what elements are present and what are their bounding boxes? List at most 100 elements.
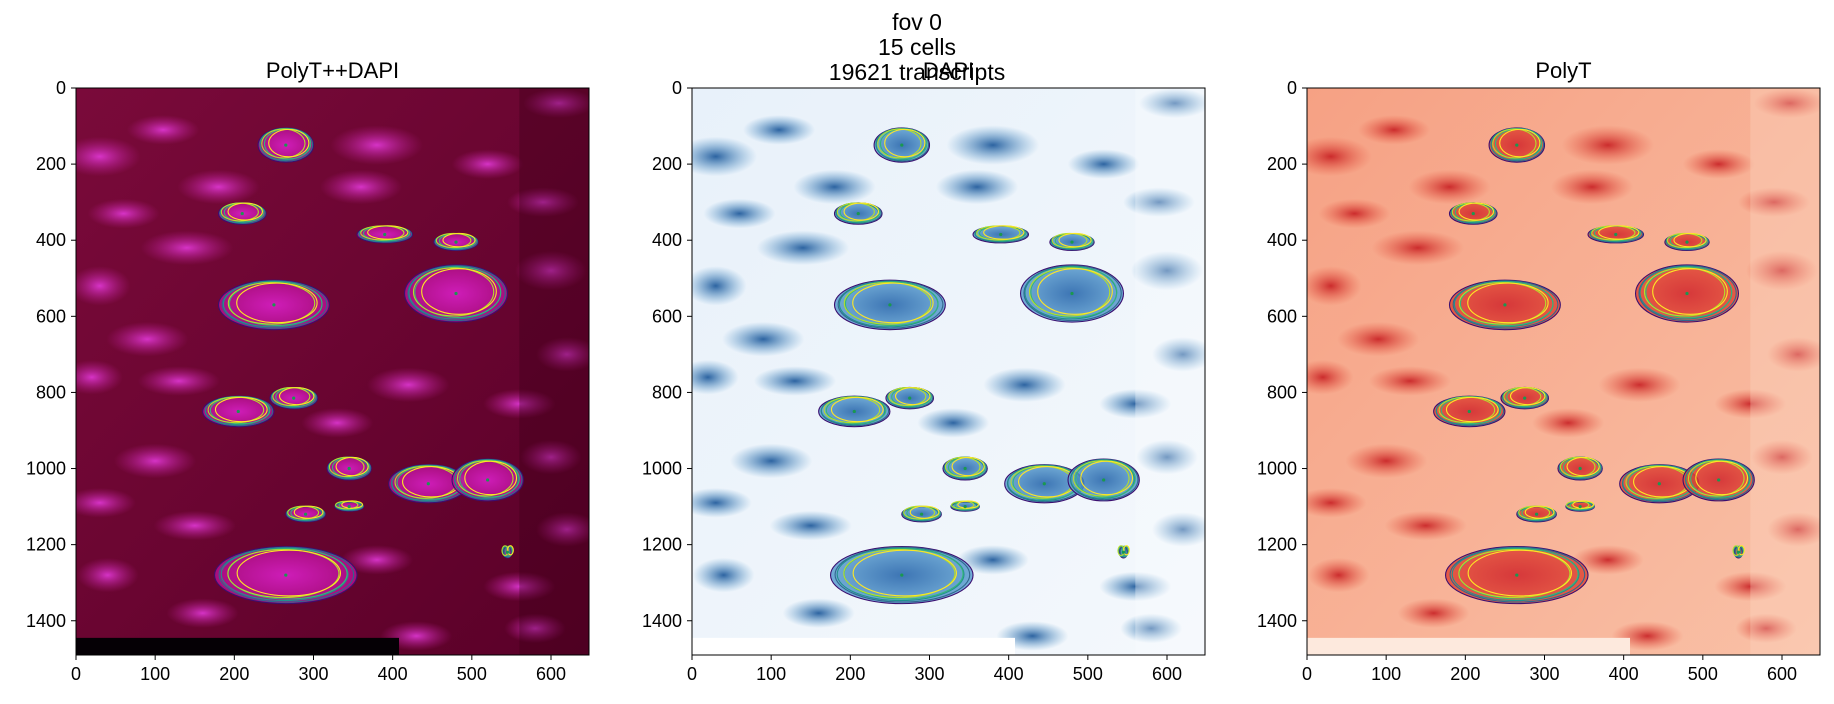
background-nucleus — [1753, 88, 1820, 119]
cell-boundary-zplane-5 — [1037, 268, 1113, 315]
background-nucleus — [1745, 250, 1819, 291]
cell-boundary-zplane-3 — [1459, 281, 1554, 327]
suptitle-line-transcripts: 19621 transcripts — [828, 59, 1006, 85]
cell-centroid — [1534, 512, 1539, 516]
background-nucleus — [1307, 136, 1372, 177]
cell-centroid — [236, 409, 240, 414]
background-nucleus — [1318, 198, 1391, 229]
cell-boundary-zplane-5 — [1652, 268, 1728, 315]
cell-centroid — [347, 466, 351, 471]
background-nucleus — [692, 359, 739, 395]
x-tick-label: 0 — [1302, 664, 1312, 684]
background-nucleus — [1766, 512, 1820, 547]
background-nucleus — [1735, 613, 1798, 644]
missing-data-strip — [1307, 637, 1630, 655]
cell-boundary-zplane-1 — [837, 280, 944, 329]
cell-13 — [1565, 500, 1595, 512]
cell-centroid — [1685, 291, 1689, 296]
y-tick-label: 0 — [1287, 78, 1297, 98]
y-tick-label: 400 — [1267, 230, 1297, 250]
cell-centroid — [454, 291, 458, 296]
panel-title: DAPI — [923, 58, 974, 83]
cell-centroid — [1102, 478, 1106, 482]
cell-boundary-zplane-3 — [844, 281, 939, 327]
background-nucleus — [483, 571, 556, 602]
y-tick-label: 800 — [1267, 382, 1297, 402]
cell-centroid — [486, 478, 490, 482]
background-nucleus — [76, 266, 131, 306]
cell-centroid — [383, 232, 387, 237]
cell-4 — [1049, 232, 1095, 252]
background-nucleus — [1371, 230, 1465, 266]
cell-boundary-zplane-0 — [1634, 264, 1740, 323]
cell-11 — [1067, 458, 1140, 502]
background-nucleus — [1345, 443, 1428, 479]
cell-5 — [1634, 264, 1740, 323]
cell-centroid — [292, 396, 296, 400]
y-tick-label: 0 — [672, 78, 682, 98]
cell-boundary-zplane-5 — [1467, 282, 1549, 324]
cell-boundary-zplane-3 — [1690, 459, 1751, 498]
cell-boundary-zplane-0 — [1444, 545, 1589, 605]
cell-boundary-zplane-3 — [1645, 266, 1733, 318]
cell-1 — [1488, 127, 1546, 163]
cell-boundary-zplane-4 — [1117, 545, 1125, 556]
cell-1 — [257, 127, 315, 163]
x-tick-label: 0 — [687, 664, 697, 684]
cell-3 — [356, 225, 414, 244]
cell-boundary-zplane-5 — [1673, 232, 1707, 248]
y-tick-label: 800 — [652, 382, 682, 402]
y-tick-label: 1200 — [642, 535, 682, 555]
cell-boundary-zplane-4 — [456, 460, 514, 497]
background-nucleus — [535, 512, 589, 547]
cell-3 — [972, 225, 1030, 244]
cell-boundary-zplane-4 — [261, 128, 306, 159]
y-tick-label: 1000 — [26, 459, 66, 479]
y-tick-label: 1400 — [1257, 611, 1297, 631]
cell-13 — [334, 500, 364, 512]
cell-boundary-zplane-5 — [1445, 396, 1499, 423]
background-nucleus — [507, 187, 580, 218]
cell-boundary-zplane-5 — [442, 232, 476, 248]
cell-boundary-zplane-5 — [464, 460, 518, 496]
cell-boundary-zplane-4 — [227, 281, 316, 325]
background-nucleus — [76, 557, 139, 593]
background-nucleus — [127, 115, 200, 145]
cell-9 — [1557, 456, 1603, 481]
cell-centroid — [1070, 240, 1074, 244]
cell-boundary-zplane-5 — [1524, 505, 1555, 519]
x-tick-label: 400 — [378, 664, 408, 684]
cell-boundary-zplane-0 — [833, 279, 946, 331]
cell-boundary-zplane-3 — [1075, 459, 1136, 498]
tile-seam — [1750, 88, 1820, 655]
cell-15 — [213, 545, 358, 605]
background-nucleus — [76, 359, 123, 395]
cell-12 — [901, 505, 942, 523]
cell-7 — [818, 395, 891, 428]
cell-boundary-zplane-4 — [412, 267, 495, 317]
cell-6 — [1448, 279, 1561, 331]
cell-centroid — [999, 232, 1003, 237]
cell-11 — [451, 458, 524, 502]
cell-15 — [1444, 545, 1589, 605]
background-nucleus — [1307, 266, 1362, 306]
cell-boundary-zplane-5 — [293, 505, 324, 519]
cell-boundary-zplane-5 — [278, 387, 315, 406]
cell-boundary-zplane-5 — [1058, 232, 1092, 248]
cell-centroid — [963, 504, 967, 509]
cell-boundary-zplane-5 — [852, 282, 934, 324]
cell-centroid — [1467, 409, 1471, 414]
cell-boundary-zplane-5 — [236, 549, 341, 597]
cell-boundary-zplane-5 — [335, 456, 369, 477]
background-nucleus — [1571, 545, 1644, 575]
x-tick-label: 100 — [756, 664, 786, 684]
cell-centroid — [900, 143, 904, 147]
x-tick-label: 400 — [1609, 664, 1639, 684]
cell-boundary-zplane-2 — [220, 547, 349, 602]
cell-boundary-zplane-3 — [459, 459, 520, 498]
cell-centroid — [1685, 240, 1689, 244]
cell-centroid — [1515, 143, 1519, 147]
cell-8 — [1500, 386, 1550, 410]
background-nucleus — [137, 366, 221, 396]
cell-boundary-zplane-4 — [1458, 281, 1547, 325]
